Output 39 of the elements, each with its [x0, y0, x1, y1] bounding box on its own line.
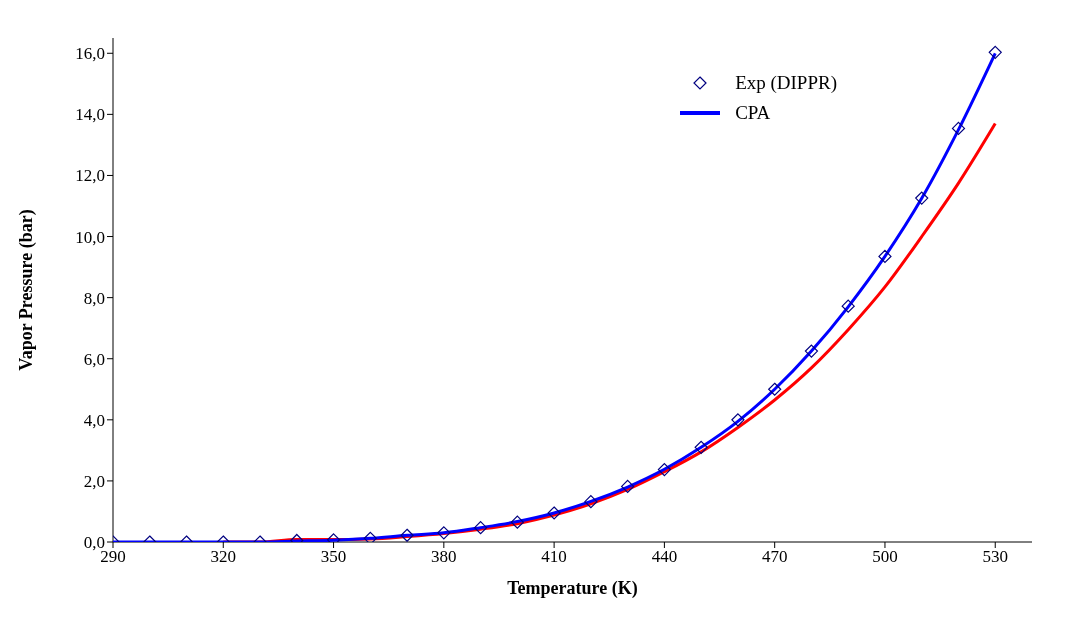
legend-label: CPA [735, 102, 771, 124]
y-tick-label: 14,0 [75, 105, 105, 125]
point [951, 121, 966, 136]
x-tick-label: 440 [651, 547, 678, 567]
point [400, 528, 414, 542]
x-tick-label: 500 [872, 547, 898, 567]
point [437, 526, 451, 540]
x-tick-label: 290 [100, 547, 126, 567]
point [510, 515, 524, 529]
x-tick-label: 410 [541, 547, 567, 567]
point [363, 531, 377, 542]
x-tick-label: 350 [320, 547, 347, 567]
y-tick-label: 6,0 [83, 349, 105, 369]
x-tick-label: 530 [982, 547, 1008, 567]
point [988, 45, 1002, 59]
y-tick-label: 10,0 [75, 227, 105, 247]
point [804, 344, 819, 358]
point [474, 521, 488, 535]
point [768, 382, 782, 396]
point [841, 299, 855, 313]
point [694, 440, 708, 454]
y-tick-label: 8,0 [83, 288, 105, 308]
point [731, 413, 745, 427]
x-axis-title: Temperature (K) [507, 578, 638, 599]
point [621, 479, 635, 494]
y-tick-label: 16,0 [75, 44, 105, 64]
point [547, 506, 561, 520]
point [584, 495, 598, 509]
y-tick-label: 2,0 [83, 471, 105, 491]
point [657, 463, 671, 477]
legend-label: Exp (DIPPR) [735, 72, 837, 94]
point [915, 191, 929, 205]
y-tick-label: 4,0 [83, 410, 105, 430]
x-tick-label: 320 [210, 547, 237, 567]
point [878, 249, 892, 263]
x-tick-label: 470 [761, 547, 788, 567]
y-tick-label: 12,0 [75, 166, 105, 186]
x-tick-label: 380 [431, 547, 457, 567]
y-axis-title: Vapor Pressure (bar) [16, 209, 38, 371]
